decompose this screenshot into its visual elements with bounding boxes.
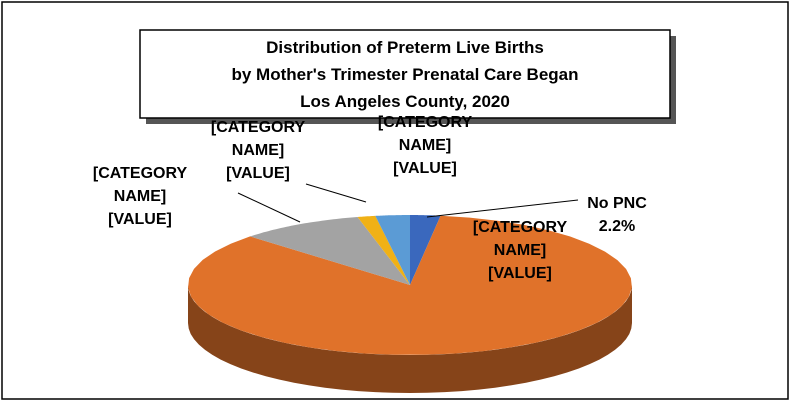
data-label-category: No PNC <box>587 195 647 212</box>
pie-slice <box>375 215 410 285</box>
data-label-category: [CATEGORY NAME] <box>473 219 568 259</box>
labels: No PNC 2.2% [CATEGORY NAME] [VALUE] [CATEGORY… <box>93 114 647 282</box>
data-label-category: [CATEGORY NAME] <box>211 119 306 159</box>
data-label-category: [CATEGORY NAME] <box>93 165 188 205</box>
chart-title: Los Angeles County, 2020 <box>300 92 510 111</box>
leader-line <box>426 199 579 218</box>
pie-slice <box>188 215 632 355</box>
leader-line <box>237 192 301 223</box>
data-label-value: [VALUE] <box>393 160 457 177</box>
pie-slice <box>410 215 441 285</box>
pie-side <box>188 285 632 393</box>
pie <box>188 215 632 393</box>
title-box <box>139 29 671 119</box>
chart-title: by Mother's Trimester Prenatal Care Bega… <box>232 65 579 84</box>
data-label-value: [VALUE] <box>108 211 172 228</box>
data-label-value: [VALUE] <box>226 165 290 182</box>
data-label-value: 2.2% <box>599 218 635 235</box>
pie-slice <box>250 217 410 285</box>
data-label-value: [VALUE] <box>488 265 552 282</box>
pie-slice <box>357 215 410 285</box>
data-label-category: [CATEGORY NAME] <box>378 114 473 154</box>
leader-line <box>305 183 367 203</box>
chart-title: Distribution of Preterm Live Births <box>266 38 544 57</box>
